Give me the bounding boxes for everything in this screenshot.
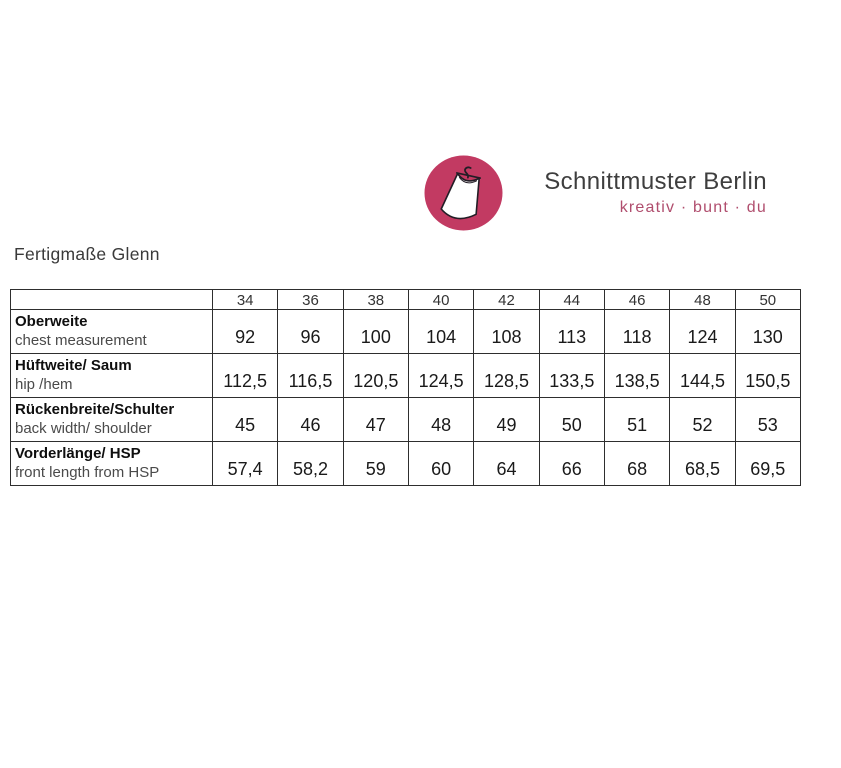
measurement-value: 128,5 (473, 353, 540, 398)
measurement-value: 124 (669, 309, 736, 354)
measurement-value: 46 (277, 397, 344, 442)
table-row: Hüftweite/ Saum hip /hem 112,5 116,5 120,5 12… (10, 353, 802, 398)
measurement-value: 60 (407, 441, 475, 486)
page-title: Fertigmaße Glenn (14, 244, 160, 264)
size-header-row: 34 36 38 40 42 44 46 48 50 (10, 289, 802, 310)
measurement-value: 57,4 (211, 441, 279, 486)
measurement-value: 104 (407, 309, 475, 354)
row-label: Rückenbreite/Schulter back width/ shoulde… (10, 397, 213, 442)
measurement-value: 113 (538, 309, 605, 354)
row-label-de: Oberweite (15, 313, 88, 330)
measurement-value: 118 (603, 309, 671, 354)
measurement-value: 133,5 (538, 353, 605, 398)
row-label-de: Hüftweite/ Saum (15, 357, 132, 374)
size-col-header: 50 (734, 289, 802, 310)
measurement-value: 50 (538, 397, 605, 442)
measurement-value: 49 (473, 397, 540, 442)
measurement-value: 120,5 (342, 353, 409, 398)
row-label-de: Vorderlänge/ HSP (15, 445, 141, 462)
measurement-value: 58,2 (277, 441, 344, 486)
measurement-value: 48 (407, 397, 475, 442)
measurement-value: 52 (669, 397, 736, 442)
size-table-container: 34 36 38 40 42 44 46 48 50 Oberweite chest measur… (10, 289, 802, 486)
measurement-value: 47 (342, 397, 409, 442)
measurement-value: 150,5 (734, 353, 802, 398)
measurement-value: 59 (342, 441, 409, 486)
measurement-value: 53 (734, 397, 802, 442)
brand-logo: Schnittmuster Berlin kreativ · bunt · du (424, 155, 769, 235)
measurement-value: 108 (473, 309, 540, 354)
measurement-value: 68 (603, 441, 671, 486)
measurement-value: 116,5 (277, 353, 344, 398)
measurement-value: 68,5 (669, 441, 736, 486)
measurement-value: 69,5 (734, 441, 802, 486)
table-row: Vorderlänge/ HSP front length from HSP 57,… (10, 441, 802, 486)
size-col-header: 38 (342, 289, 409, 310)
row-label-en: chest measurement (15, 332, 147, 349)
row-label-en: hip /hem (15, 376, 73, 393)
measurement-value: 96 (277, 309, 344, 354)
measurement-value: 112,5 (211, 353, 279, 398)
row-label-en: back width/ shoulder (15, 420, 152, 437)
measurement-value: 100 (342, 309, 409, 354)
measurement-value: 45 (211, 397, 279, 442)
corner-cell (10, 289, 213, 310)
measurement-value: 92 (211, 309, 279, 354)
measurement-value: 130 (734, 309, 802, 354)
size-col-header: 48 (669, 289, 736, 310)
size-col-header: 46 (603, 289, 671, 310)
size-col-header: 34 (211, 289, 279, 310)
row-label-en: front length from HSP (15, 464, 160, 481)
size-col-header: 36 (277, 289, 344, 310)
row-label: Vorderlänge/ HSP front length from HSP (10, 441, 213, 486)
row-label: Oberweite chest measurement (10, 309, 213, 354)
measurement-value: 64 (473, 441, 540, 486)
table-row: Oberweite chest measurement 92 96 100 104 108 1… (10, 309, 802, 354)
row-label-de: Rückenbreite/Schulter (15, 401, 175, 418)
size-col-header: 42 (473, 289, 540, 310)
measurement-value: 138,5 (603, 353, 671, 398)
size-col-header: 40 (407, 289, 475, 310)
table-row: Rückenbreite/Schulter back width/ shoulde… (10, 397, 802, 442)
brand-tagline: kreativ · bunt · du (619, 199, 767, 216)
measurement-value: 66 (538, 441, 605, 486)
measurement-value: 144,5 (669, 353, 736, 398)
measurement-value: 124,5 (407, 353, 475, 398)
size-col-header: 44 (538, 289, 605, 310)
measurement-value: 51 (603, 397, 671, 442)
dress-on-hanger-icon (424, 155, 503, 231)
size-table: 34 36 38 40 42 44 46 48 50 Oberweite chest measur… (10, 289, 802, 486)
size-table-body: Oberweite chest measurement 92 96 100 104 108 1… (10, 309, 802, 486)
row-label: Hüftweite/ Saum hip /hem (10, 353, 213, 398)
brand-name: Schnittmuster Berlin (544, 168, 767, 195)
